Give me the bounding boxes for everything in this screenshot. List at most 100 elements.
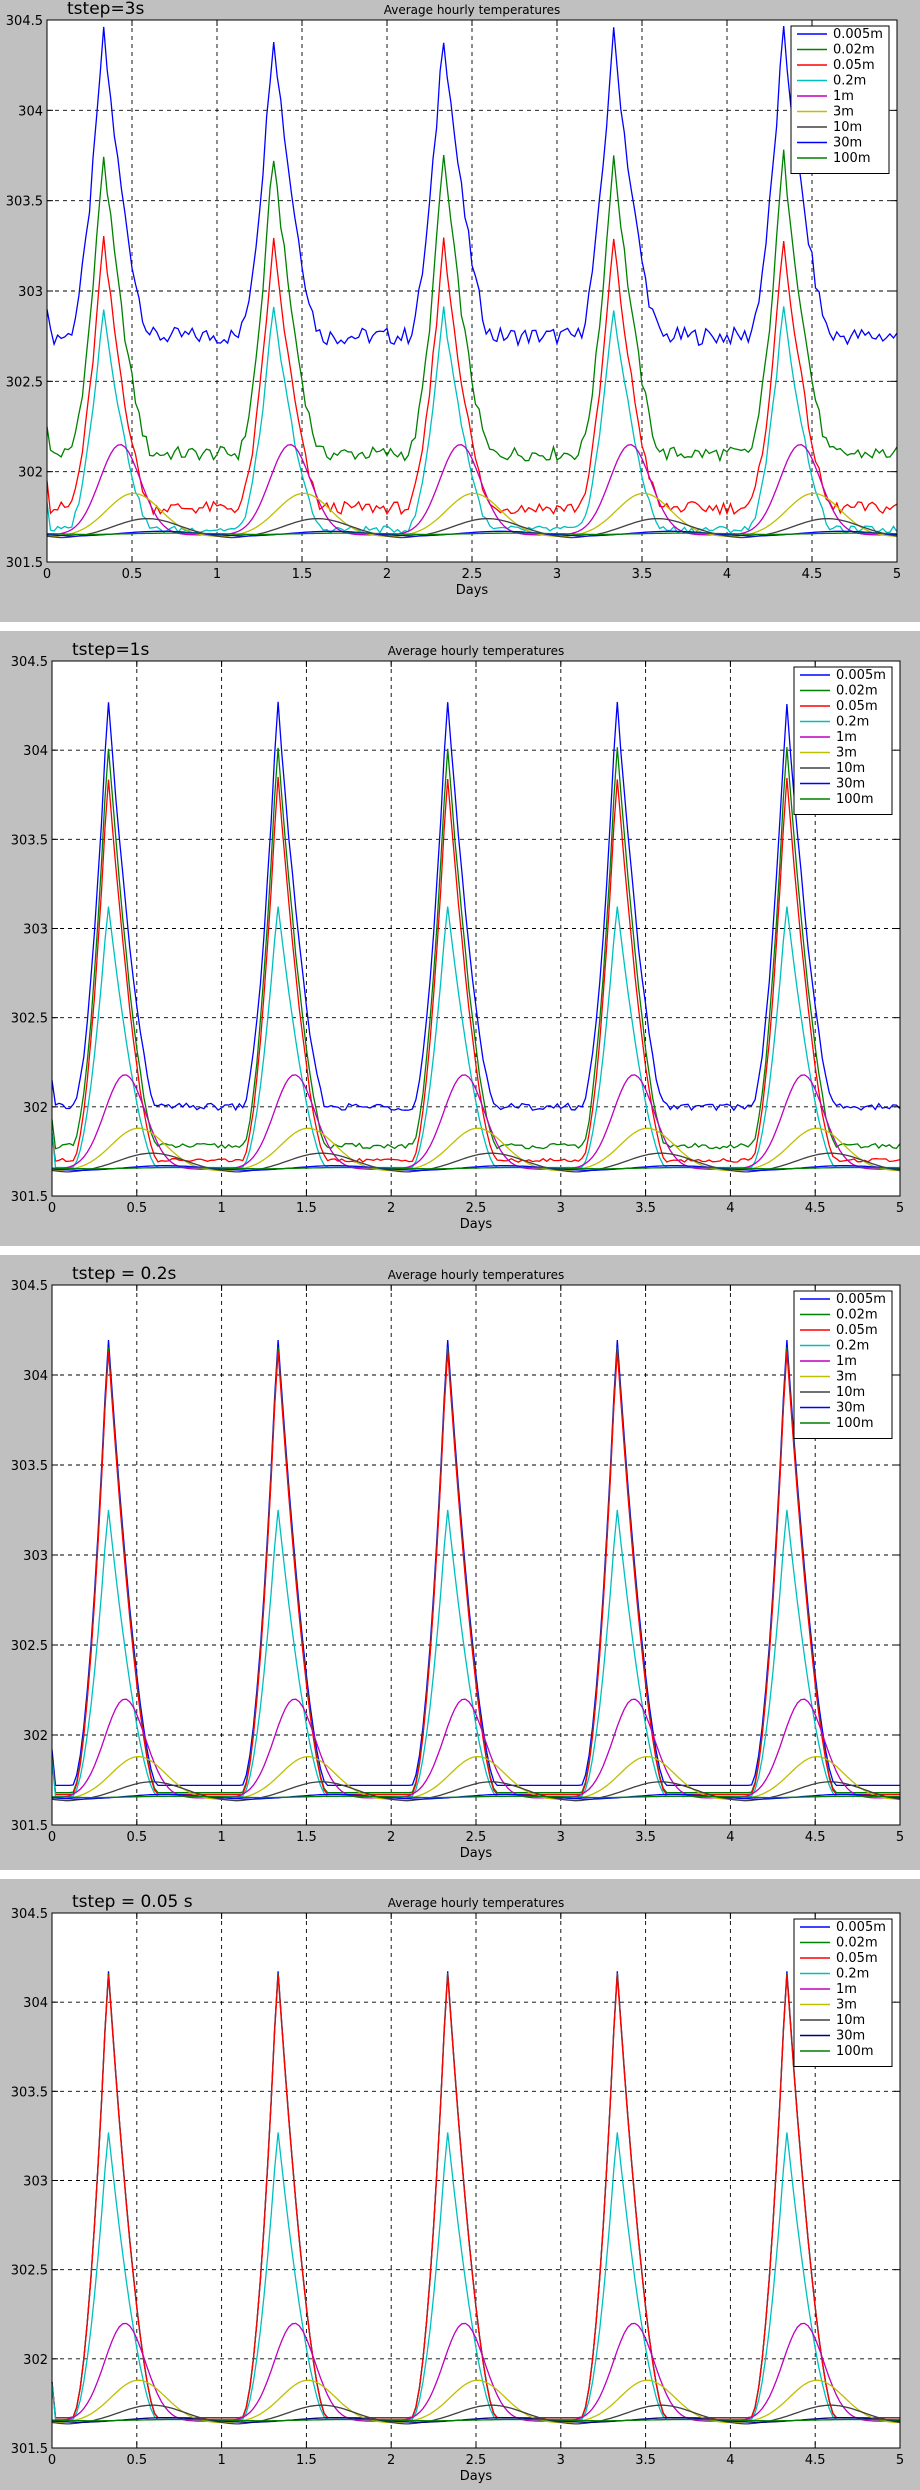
x-tick-label: 2 [387,1201,395,1216]
legend-entry: 0.02m [836,684,878,699]
y-tick-label: 304.5 [6,14,43,29]
legend-entry: 0.2m [836,1967,869,1982]
y-tick-label: 304 [23,744,48,759]
y-tick-label: 303.5 [11,833,48,848]
legend-entry: 3m [836,746,857,761]
series-line-3m [47,492,898,537]
legend-entry: 30m [836,777,865,792]
legend-entry: 30m [836,2029,865,2044]
x-tick-label: 1.5 [296,2453,317,2468]
y-tick-label: 301.5 [11,1819,48,1834]
series-line-0-05m [46,235,898,516]
y-tick-label: 302 [23,2353,48,2368]
legend-entry: 3m [836,1998,857,2013]
x-tick-label: 2.5 [466,1201,487,1216]
legend-entry: 10m [833,120,862,135]
panel-divider [0,622,920,631]
y-tick-label: 304 [18,104,43,119]
legend-entry: 30m [833,136,862,151]
series-line-100m [52,1166,901,1170]
x-tick-label: 4.5 [805,1201,826,1216]
chart-svg: 0 0.5 1 1.5 2 2.5 3 3.5 4 4.5 5 301.5 302 302.5 303 303… [11,1264,904,1861]
y-tick-label: 302.5 [6,375,43,390]
y-tick-label: 303.5 [6,195,43,210]
legend-entry: 1m [836,730,857,745]
x-tick-label: 0.5 [126,1830,147,1845]
chart-title: Average hourly temperatures [388,1896,565,1910]
y-tick-label: 303.5 [11,2085,48,2100]
x-tick-label: 2.5 [466,1830,487,1845]
x-tick-label: 2 [387,2453,395,2468]
series-line-0-05m [51,776,901,1163]
chart-title: Average hourly temperatures [384,3,561,17]
series-line-30m [51,1165,901,1172]
series-line-30m [46,530,898,537]
legend-entry: 100m [836,2044,873,2059]
series-line-30m [51,2417,901,2424]
x-tick-label: 1 [217,1201,225,1216]
x-tick-label: 5 [896,1830,904,1845]
x-tick-label: 0.5 [126,1201,147,1216]
chart-panel-4: 0 0.5 1 1.5 2 2.5 3 3.5 4 4.5 5 301.5 302 302.5 303 303… [0,1879,920,2490]
tstep-label: tstep=1s [72,640,149,660]
legend-entry: 0.02m [836,1936,878,1951]
legend-entry: 100m [836,1416,873,1431]
x-tick-label: 1.5 [296,1830,317,1845]
y-tick-label: 303.5 [11,1459,48,1474]
legend-entry: 0.005m [836,668,886,683]
y-tick-label: 302.5 [11,1639,48,1654]
y-tick-label: 303 [23,923,48,938]
x-tick-label: 1.5 [292,567,313,582]
legend-entry: 30m [836,1401,865,1416]
x-tick-label: 3.5 [635,2453,656,2468]
x-tick-label: 0 [43,567,51,582]
x-tick-label: 0 [48,1201,56,1216]
x-tick-label: 3 [557,1201,565,1216]
x-tick-label: 1 [217,1830,225,1845]
legend-entry: 0.005m [836,1292,886,1307]
x-tick-label: 2 [387,1830,395,1845]
series-line-0-005m [51,701,901,1112]
y-tick-label: 304 [23,1996,48,2011]
x-tick-label: 3 [553,567,561,582]
x-tick-label: 4 [723,567,731,582]
legend-entry: 0.2m [833,74,866,89]
legend-entry: 10m [836,2013,865,2028]
legend-entry: 0.005m [833,27,883,42]
panel-divider [0,1870,920,1879]
legend-entry: 1m [833,89,854,104]
series-line-100m [51,1795,901,1799]
x-tick-label: 4.5 [802,567,823,582]
x-tick-label: 0 [48,2453,56,2468]
y-tick-label: 304.5 [11,1279,48,1294]
series-line-100m [46,532,898,536]
legend-entry: 0.02m [836,1308,878,1323]
x-tick-label: 4 [726,1830,734,1845]
chart-svg: 0 0.5 1 1.5 2 2.5 3 3.5 4 4.5 5 301.5 302 302.5 303 303… [11,1892,904,2484]
y-tick-label: 304.5 [11,655,48,670]
legend-entry: 1m [836,1354,857,1369]
legend-entry: 0.02m [833,43,875,58]
x-tick-label: 3.5 [635,1830,656,1845]
x-tick-label: 4 [726,2453,734,2468]
x-tick-label: 5 [896,1201,904,1216]
y-tick-label: 304 [23,1369,48,1384]
series-line-0-02m [51,747,901,1150]
x-tick-label: 0.5 [126,2453,147,2468]
y-tick-label: 302.5 [11,2264,48,2279]
chart-panel-2: 0 0.5 1 1.5 2 2.5 3 3.5 4 4.5 5 301.5 302 302.5 303 303… [0,631,920,1246]
legend-entry: 10m [836,761,865,776]
y-tick-label: 303 [23,2175,48,2190]
tstep-label: tstep=3s [67,0,144,19]
legend-entry: 3m [833,105,854,120]
x-tick-label: 3 [557,2453,565,2468]
chart-panel-3: 0 0.5 1 1.5 2 2.5 3 3.5 4 4.5 5 301.5 302 302.5 303 303… [0,1255,920,1870]
legend-entry: 0.005m [836,1920,886,1935]
chart-title: Average hourly temperatures [388,1268,565,1282]
x-tick-label: 3 [557,1830,565,1845]
series-line-30m [51,1793,901,1800]
